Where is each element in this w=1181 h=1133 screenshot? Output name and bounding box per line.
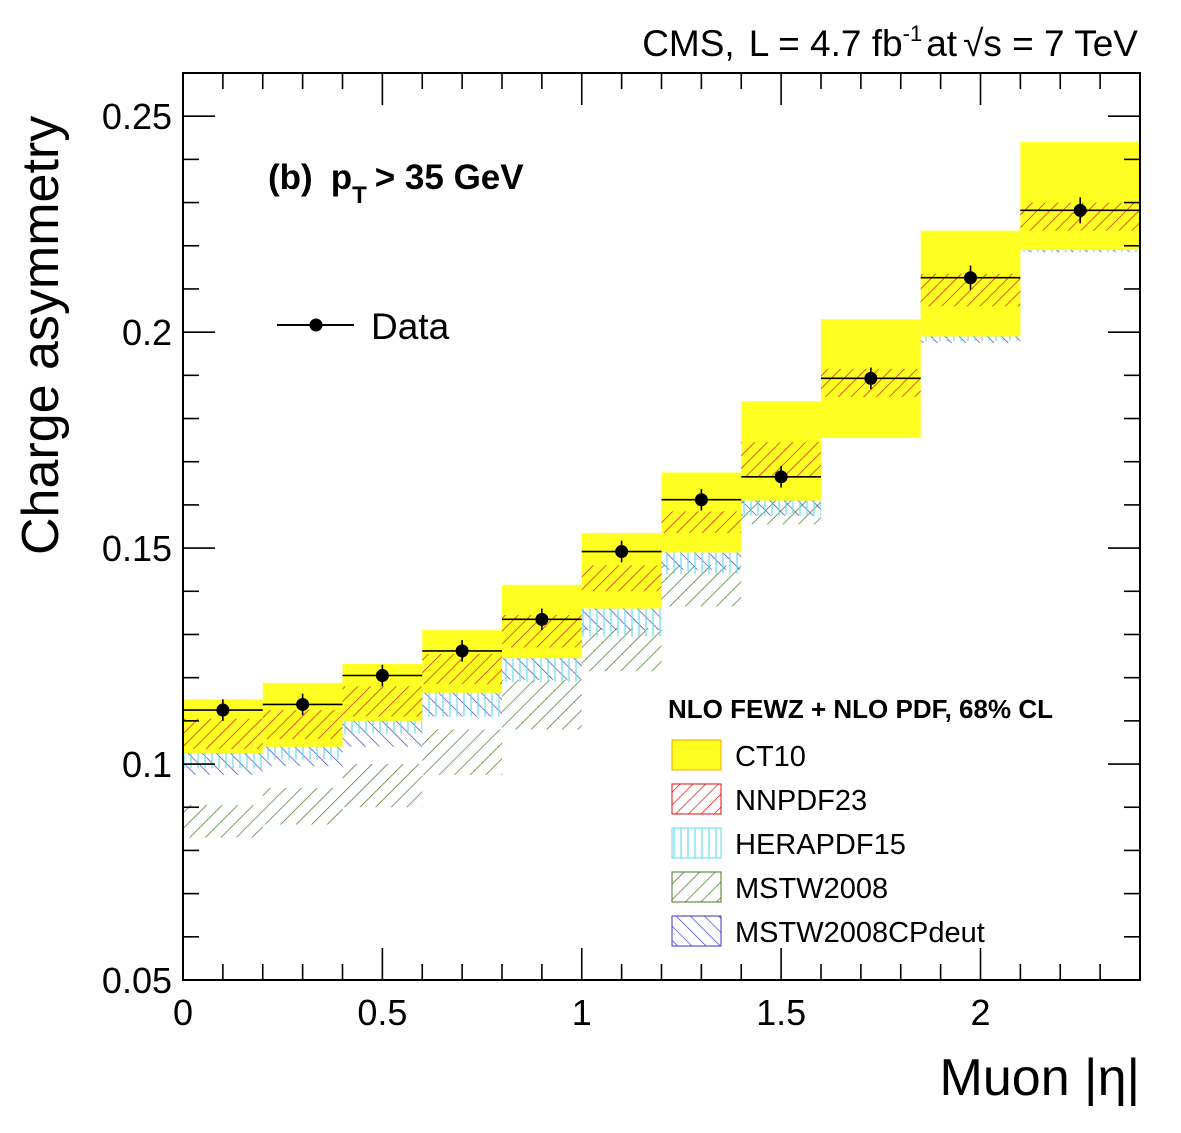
- y-tick-label: 0.2: [122, 312, 172, 353]
- legend-swatch-nnpdf23: [671, 783, 722, 815]
- panel-label: (b) pT > 35 GeV: [268, 158, 524, 209]
- data-point-marker: [216, 703, 230, 717]
- legend-entry-nnpdf23: NNPDF23: [671, 783, 867, 817]
- data-point-marker: [455, 644, 469, 658]
- data-point-marker: [296, 697, 310, 711]
- legend-swatch-mstw2008: [671, 871, 722, 903]
- band-nnpdf23-bin: [342, 686, 423, 717]
- panel-label-prefix: (b): [268, 158, 313, 197]
- header-text: CMS, L = 4.7 fb-1 at √s = 7 TeV: [642, 21, 1138, 64]
- y-tick-label: 0.1: [122, 744, 172, 785]
- header-energy: s = 7 TeV: [983, 23, 1138, 64]
- legend-data-marker: [309, 318, 323, 332]
- data-point: [821, 367, 921, 390]
- legend-swatch-mstw2008cpdeut: [671, 915, 722, 947]
- x-tick-label: 1.5: [756, 992, 806, 1033]
- x-tick-label: 1: [572, 992, 592, 1033]
- header-lumi: L = 4.7 fb: [749, 23, 903, 64]
- x-tick-label: 0: [173, 992, 193, 1033]
- sqrt-icon: √: [963, 23, 984, 64]
- data-point-marker: [1073, 203, 1087, 217]
- legend-swatch-ct10: [671, 739, 722, 771]
- legend-entry-mstw2008: MSTW2008: [671, 871, 888, 905]
- legend-title: NLO FEWZ + NLO PDF, 68% CL: [668, 694, 1053, 724]
- legend-entry-herapdf15: HERAPDF15: [671, 827, 906, 861]
- legend-data-entry: Data: [277, 306, 450, 347]
- data-point: [661, 488, 742, 511]
- panel-label-cut: > 35 GeV: [375, 158, 525, 197]
- band-nnpdf23-bin: [661, 511, 742, 533]
- data-point: [1020, 197, 1140, 224]
- header-lumi-exponent: -1: [903, 21, 923, 46]
- data-point: [581, 540, 662, 563]
- data-point: [183, 699, 263, 721]
- x-tick-label: 2: [970, 992, 990, 1033]
- legend-label-mstw2008: MSTW2008: [735, 873, 888, 905]
- band-mstw2008-bin: [183, 805, 263, 838]
- legend-data-label: Data: [371, 306, 450, 347]
- y-axis-title: Charge asymmetry: [12, 116, 70, 555]
- data-point-marker: [774, 470, 788, 484]
- band-mstw2008-bin: [342, 764, 423, 808]
- panel-label-pt: p: [331, 158, 352, 197]
- band-ct10-bin: [1020, 142, 1140, 251]
- y-tick-label: 0.25: [102, 96, 172, 137]
- header-experiment: CMS,: [642, 23, 735, 64]
- data-point-marker: [615, 545, 629, 559]
- data-point: [502, 608, 582, 631]
- panel-label-pt-subscript: T: [352, 182, 367, 209]
- data-point-marker: [535, 612, 549, 626]
- legend-swatch-herapdf15: [671, 827, 722, 859]
- header-at: at: [926, 23, 958, 64]
- data-point: [422, 640, 502, 662]
- legend-label-mstw2008cpdeut: MSTW2008CPdeut: [735, 917, 985, 949]
- data-point-marker: [694, 493, 708, 507]
- legend-entry-mstw2008cpdeut: MSTW2008CPdeut: [671, 915, 985, 949]
- band-nnpdf23-bin: [581, 565, 662, 592]
- x-axis-title: Muon |η|: [940, 1049, 1140, 1107]
- legend-label-nnpdf23: NNPDF23: [735, 785, 867, 817]
- band-nnpdf23-bin: [183, 718, 263, 749]
- data-point: [342, 664, 423, 687]
- band-mstw2008-bin: [422, 729, 502, 775]
- x-tick-label: 0.5: [357, 992, 407, 1033]
- legend-label-ct10: CT10: [735, 741, 806, 773]
- data-point: [741, 466, 821, 488]
- data-point: [920, 265, 1021, 290]
- data-point: [262, 693, 343, 716]
- data-point-marker: [864, 371, 878, 385]
- legend-entry-ct10: CT10: [671, 739, 806, 773]
- data-point-marker: [375, 669, 389, 683]
- legend-label-herapdf15: HERAPDF15: [735, 829, 906, 861]
- y-tick-label: 0.15: [102, 528, 172, 569]
- band-mstw2008-bin: [502, 679, 582, 730]
- data-point-marker: [964, 271, 978, 285]
- band-mstw2008-bin: [262, 787, 343, 825]
- y-tick-label: 0.05: [102, 960, 172, 1001]
